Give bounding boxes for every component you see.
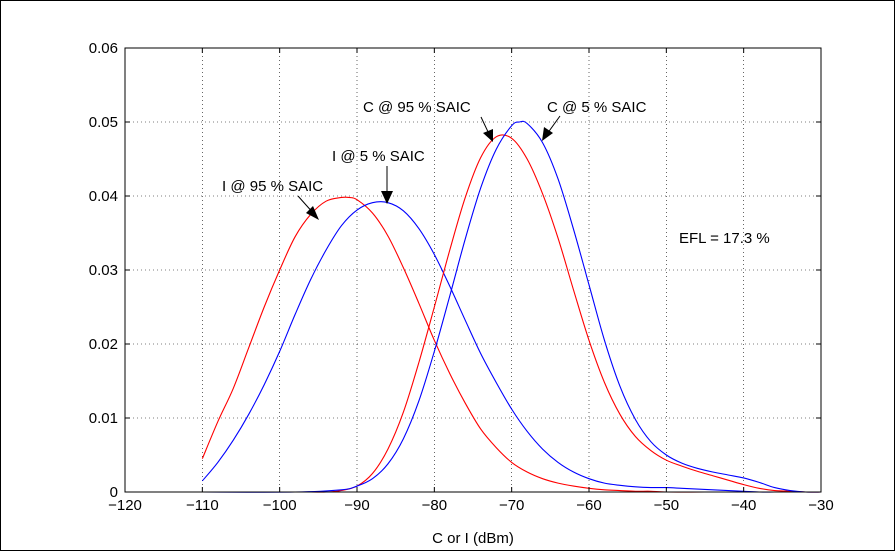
y-tick-label: 0.06: [89, 40, 118, 57]
x-tick-label: −40: [731, 497, 756, 514]
x-tick-label: −80: [422, 497, 447, 514]
y-tick-label: 0.02: [89, 336, 118, 353]
x-tick-label: −60: [576, 497, 601, 514]
grid: [125, 48, 821, 492]
y-tick-label: 0.04: [89, 188, 118, 205]
series-line-1: [201, 196, 821, 493]
annotations: I @ 95 % SAIC I @ 5 % SAIC C @ 95 % SAIC…: [222, 99, 770, 247]
annotation-c-95-saic: C @ 95 % SAIC: [363, 99, 471, 116]
arrowhead-i-5-saic: [381, 191, 393, 204]
axis-ticks: −120 −110 −100 −90 −80 −70 −60 −50 −40 −30 0 0.01 0.…: [89, 40, 834, 514]
annotation-c-5-saic: C @ 5 % SAIC: [547, 99, 647, 116]
series-line-3: [202, 134, 822, 493]
y-tick-label: 0.05: [89, 114, 118, 131]
series-line-4: [202, 120, 822, 493]
x-tick-label: −120: [108, 497, 142, 514]
annotation-i-5-saic: I @ 5 % SAIC: [332, 148, 425, 165]
arrowhead-c-5-saic: [542, 127, 553, 141]
efl-label: EFL = 17.3 %: [679, 230, 770, 247]
x-tick-label: −50: [654, 497, 679, 514]
y-tick-label: 0.01: [89, 410, 118, 427]
y-tick-label: 0.03: [89, 262, 118, 279]
series-line-2: [201, 201, 806, 493]
arrowhead-c-95-saic: [483, 129, 493, 142]
x-axis-label: C or I (dBm): [432, 530, 514, 547]
y-tick-label: 0: [110, 484, 118, 501]
x-tick-label: −30: [808, 497, 833, 514]
annotation-i-95-saic: I @ 95 % SAIC: [222, 178, 323, 195]
series-layer: [201, 120, 822, 493]
x-tick-label: −70: [499, 497, 524, 514]
x-tick-label: −100: [263, 497, 297, 514]
arrowhead-i-95-saic: [306, 206, 319, 220]
x-tick-label: −110: [186, 497, 219, 514]
x-tick-label: −90: [344, 497, 369, 514]
